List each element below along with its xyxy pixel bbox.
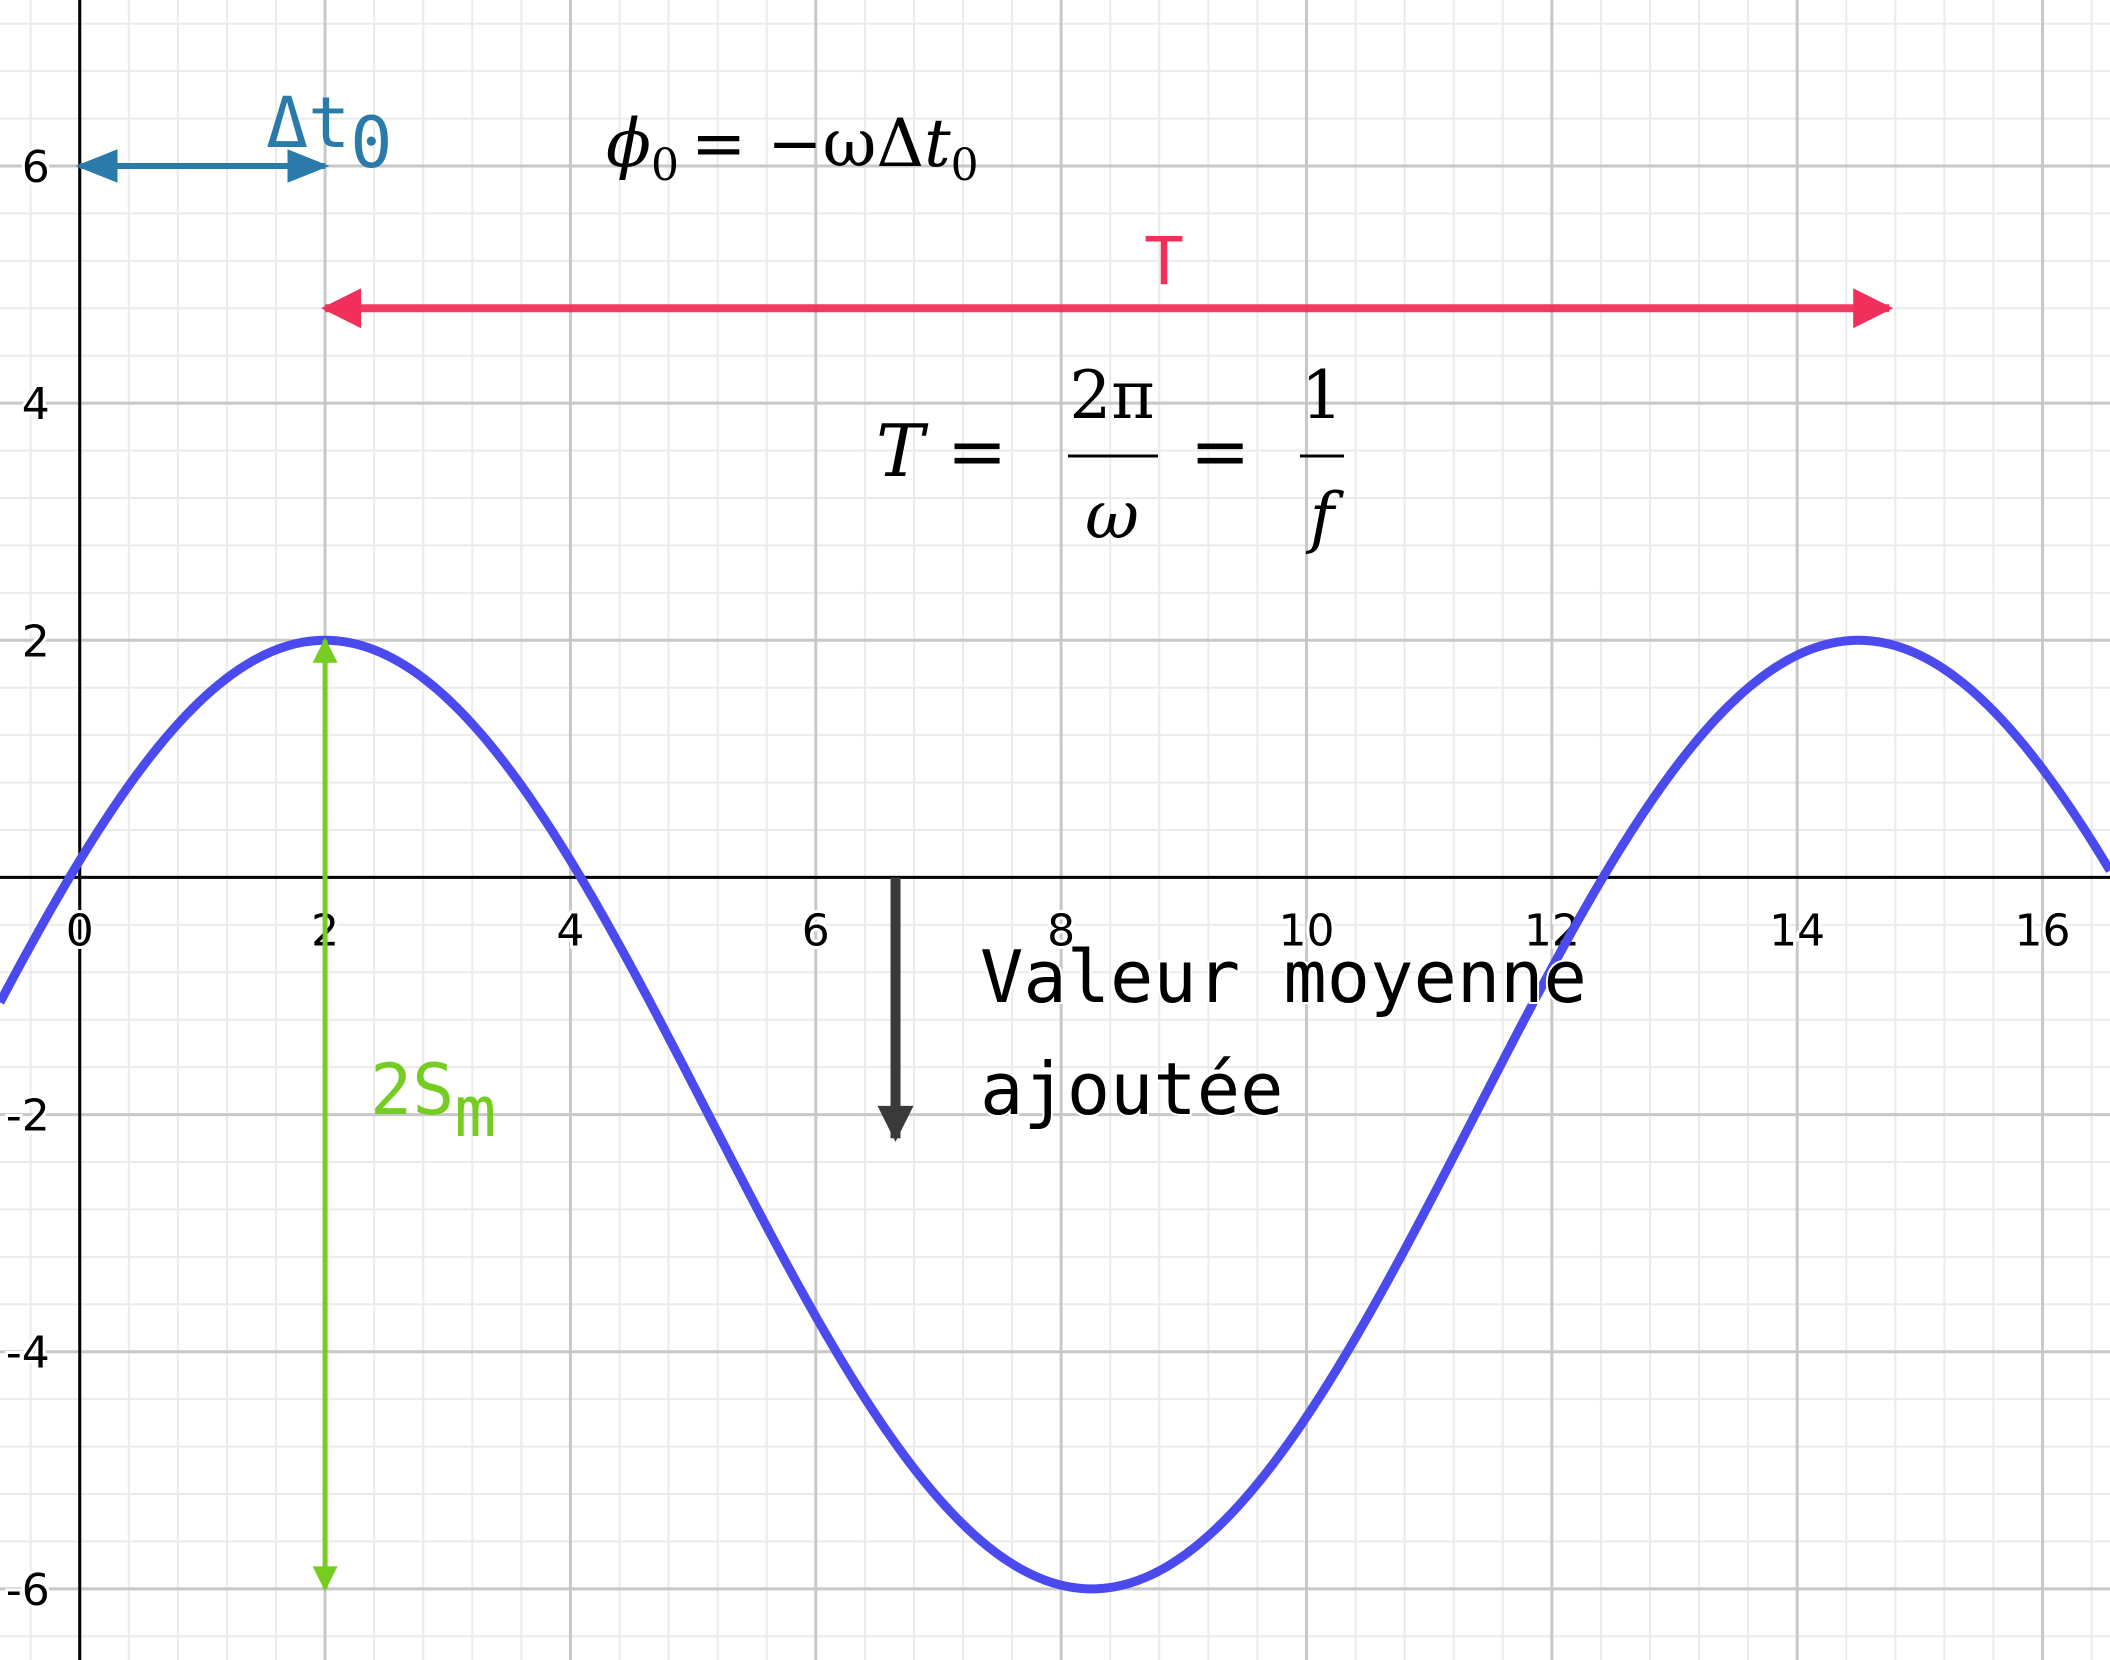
- x-tick-label: 10: [1278, 905, 1334, 956]
- y-tick-label: -4: [6, 1328, 50, 1379]
- x-tick-label: 0: [66, 905, 94, 956]
- amplitude-label-main: 2S: [370, 1049, 454, 1131]
- y-tick-label: 6: [22, 142, 50, 193]
- x-tick-label: 14: [1769, 905, 1825, 956]
- y-tick-label: -2: [6, 1091, 50, 1142]
- x-tick-label: 6: [802, 905, 830, 956]
- x-tick-label: 4: [556, 905, 584, 956]
- x-tick-labels: 0246810121416: [63, 902, 2074, 959]
- period-formula-lhs: T =: [876, 409, 1007, 493]
- phase-sub1: 0: [951, 140, 979, 191]
- y-tick-label: -6: [6, 1565, 50, 1616]
- mean-value-label-line2: ajoutée: [980, 1047, 1283, 1131]
- y-tick-label: 4: [22, 379, 50, 430]
- period-label: T: [1144, 223, 1184, 300]
- dt0-label-sub: 0: [350, 102, 392, 184]
- period-formula: T = 2π ω = 1 f: [876, 357, 1345, 556]
- period-formula-frac1-num: 2π: [1069, 357, 1154, 434]
- phase-t: t: [924, 105, 951, 182]
- phase-formula: ϕ0 = −ωΔt0: [606, 105, 979, 191]
- phase-rhs: = −ωΔ: [691, 105, 924, 182]
- mean-value-label-line1: Valeur moyenne: [980, 935, 1587, 1019]
- period-formula-frac1-den: ω: [1085, 477, 1139, 554]
- y-tick-labels: -6 -4 -2 2 4 6: [3, 139, 53, 1619]
- x-tick-label: 8: [1047, 905, 1075, 956]
- amplitude-label: 2Sm: [370, 1049, 496, 1153]
- phase-phi: ϕ: [606, 105, 651, 182]
- y-tick-label: 2: [22, 616, 50, 667]
- dt0-label: Δt0: [266, 82, 392, 184]
- sine-curve-series: [0, 635, 2110, 1594]
- period-formula-frac2-num: 1: [1301, 357, 1343, 434]
- period-formula-eq2: =: [1190, 409, 1250, 493]
- dt0-label-main: Δt: [266, 82, 350, 164]
- phase-sub0: 0: [651, 140, 679, 191]
- amplitude-label-sub: m: [454, 1071, 496, 1153]
- x-tick-label: 16: [2015, 905, 2071, 956]
